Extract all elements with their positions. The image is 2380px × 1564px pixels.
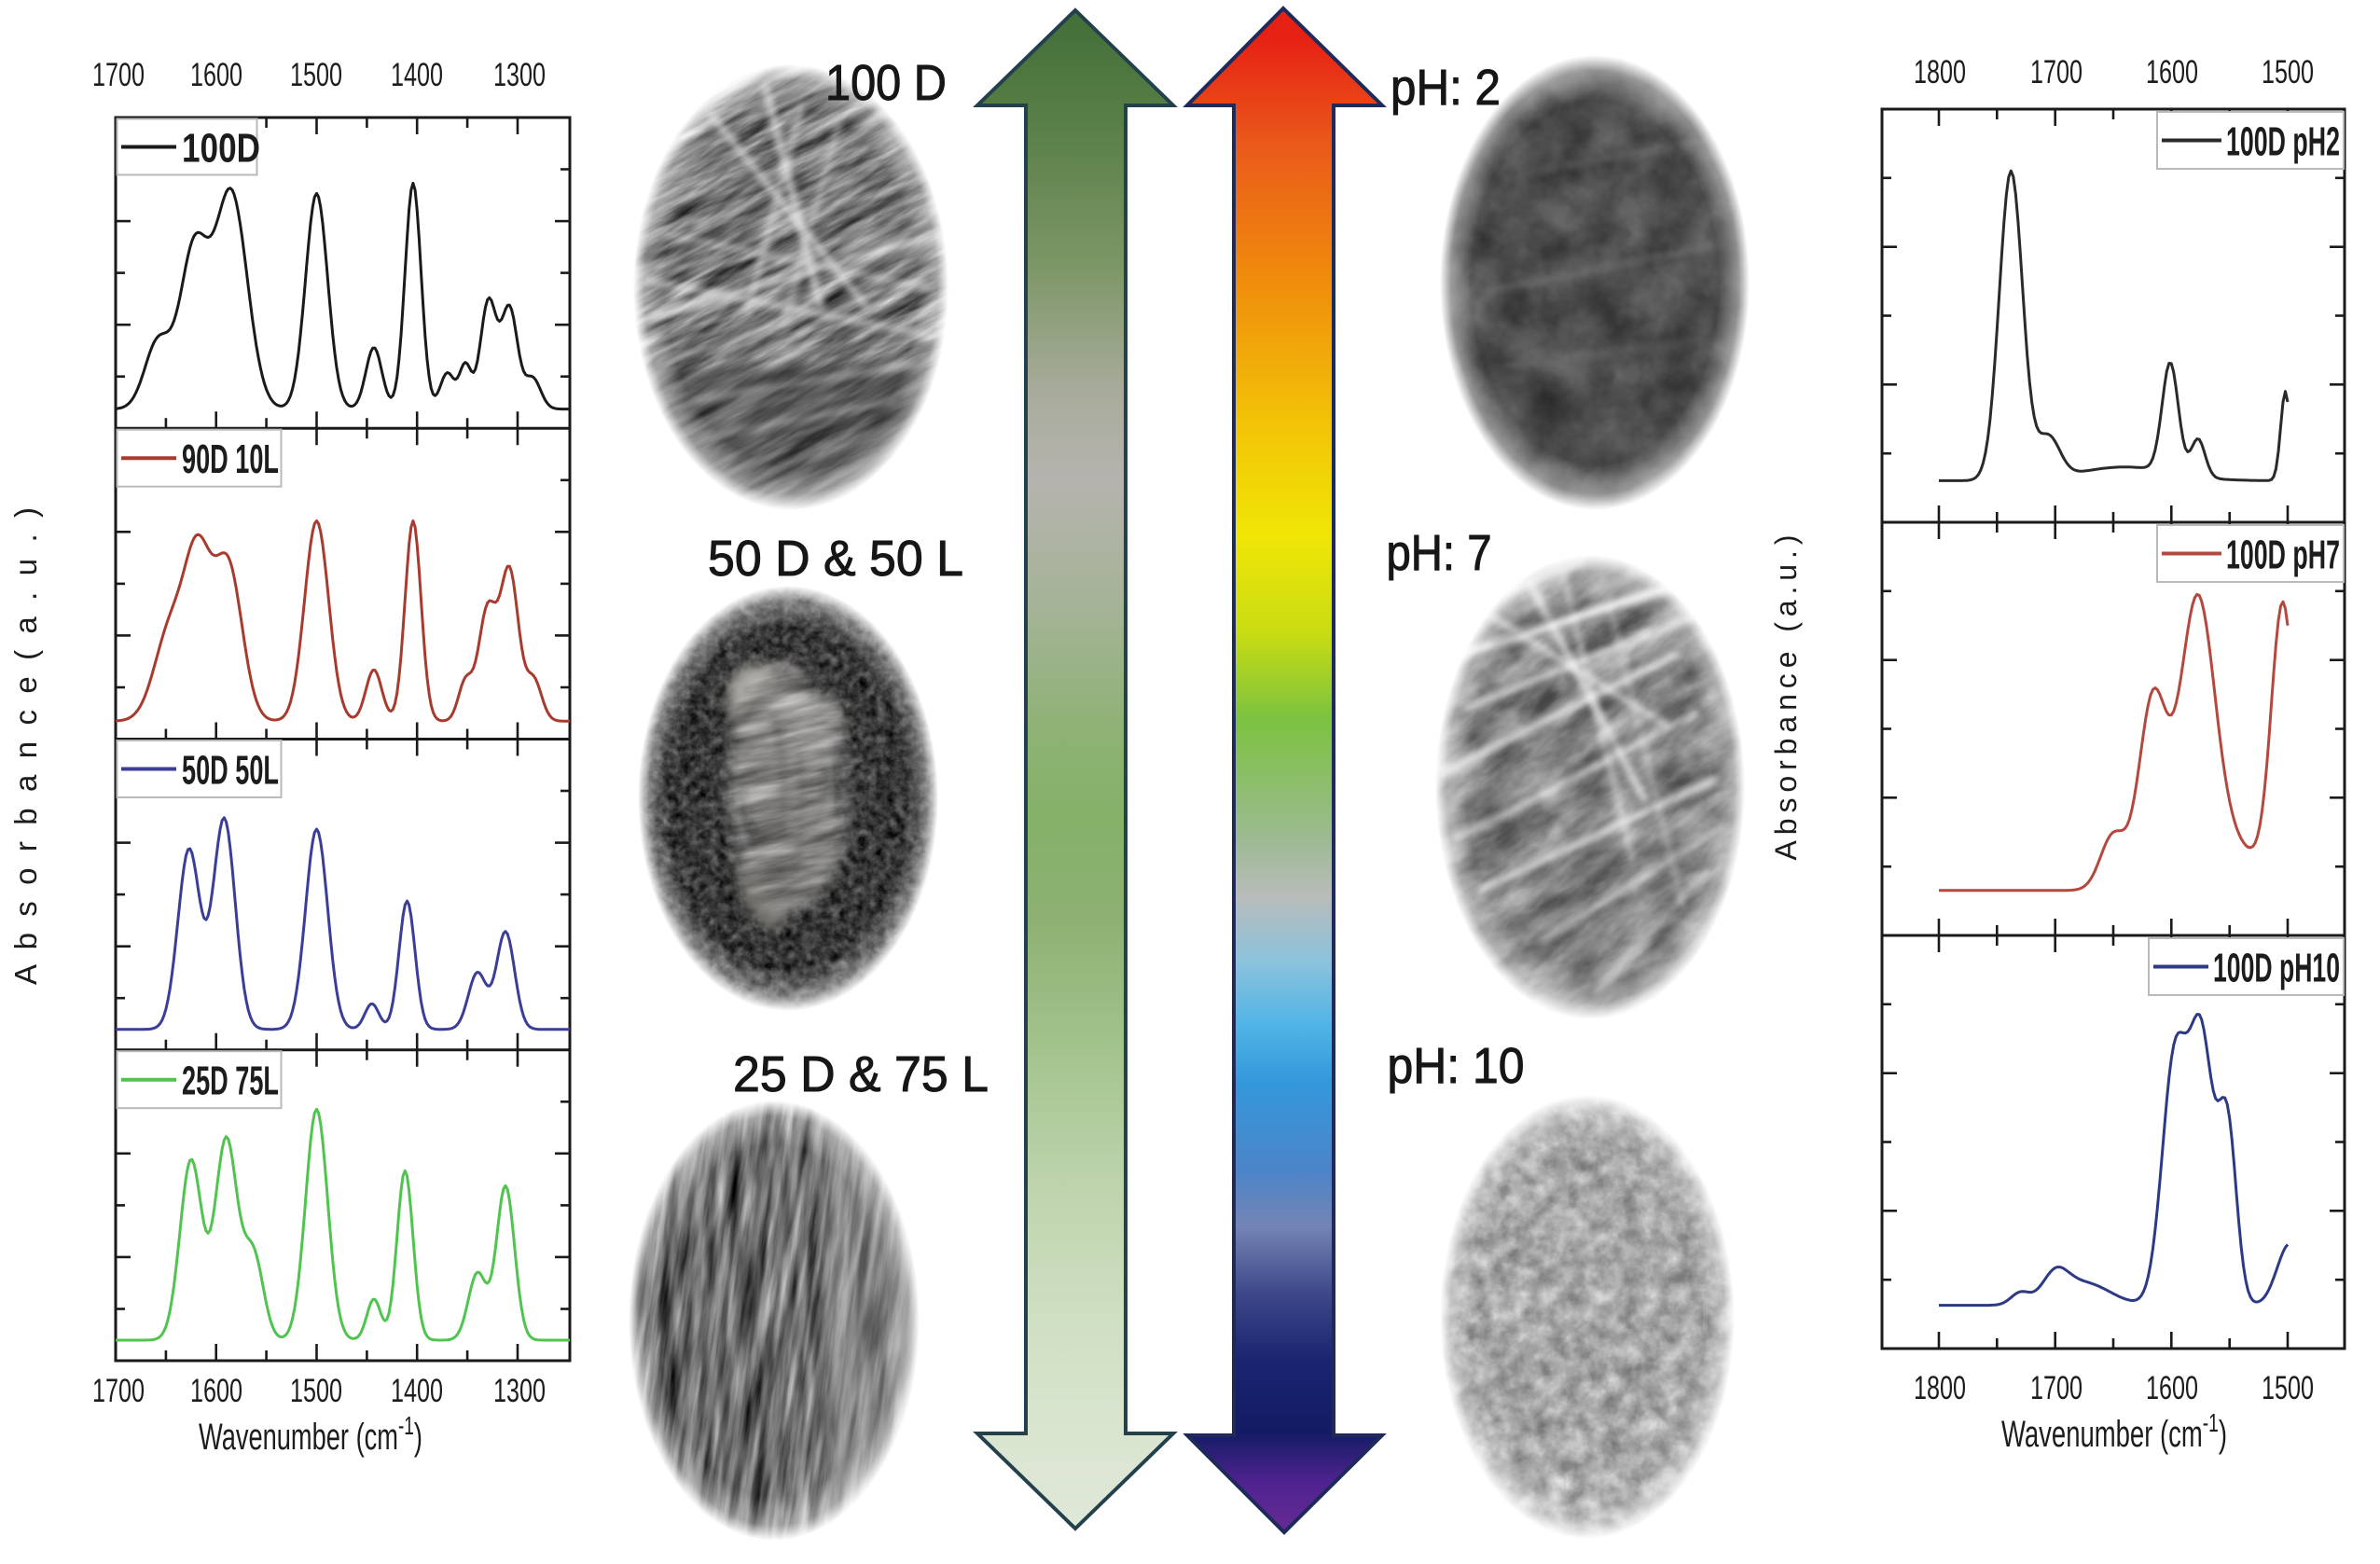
svg-text:pH: 7: pH: 7 <box>1387 525 1492 581</box>
svg-text:1500: 1500 <box>2262 1370 2314 1406</box>
svg-text:Absorbance (a.u.): Absorbance (a.u.) <box>1769 535 1803 861</box>
svg-text:1700: 1700 <box>92 57 145 93</box>
svg-text:1500: 1500 <box>290 57 342 93</box>
svg-text:1300: 1300 <box>493 57 546 93</box>
svg-text:1600: 1600 <box>190 1373 242 1409</box>
svg-text:pH: 2: pH: 2 <box>1391 60 1501 116</box>
svg-text:Wavenumber (cm-1): Wavenumber (cm-1) <box>2001 1408 2227 1455</box>
svg-text:90D 10L: 90D 10L <box>182 436 279 482</box>
svg-text:Wavenumber (cm-1): Wavenumber (cm-1) <box>199 1411 422 1458</box>
svg-text:1500: 1500 <box>290 1373 342 1409</box>
svg-text:1700: 1700 <box>2030 1370 2082 1406</box>
svg-text:1800: 1800 <box>1914 54 1966 90</box>
svg-text:100D pH7: 100D pH7 <box>2226 533 2340 578</box>
svg-text:100D pH10: 100D pH10 <box>2213 946 2340 991</box>
svg-text:50D 50L: 50D 50L <box>182 748 279 794</box>
svg-text:100 D: 100 D <box>825 55 947 111</box>
svg-text:1700: 1700 <box>92 1373 145 1409</box>
svg-text:1600: 1600 <box>2146 1370 2198 1406</box>
svg-text:1800: 1800 <box>1914 1370 1966 1406</box>
svg-text:A b s o r b a n c e ( a . u .: A b s o r b a n c e ( a . u . ) <box>8 507 43 985</box>
svg-text:1400: 1400 <box>391 1373 443 1409</box>
svg-text:1300: 1300 <box>493 1373 546 1409</box>
svg-text:1600: 1600 <box>2146 54 2198 90</box>
svg-text:25D 75L: 25D 75L <box>182 1059 279 1104</box>
svg-text:1400: 1400 <box>391 57 443 93</box>
svg-text:100D: 100D <box>182 126 260 172</box>
svg-text:25 D & 75 L: 25 D & 75 L <box>733 1046 989 1102</box>
svg-text:pH: 10: pH: 10 <box>1388 1038 1525 1094</box>
svg-text:1600: 1600 <box>190 57 242 93</box>
svg-text:50 D & 50 L: 50 D & 50 L <box>708 531 963 587</box>
svg-text:1500: 1500 <box>2262 54 2314 90</box>
svg-text:100D pH2: 100D pH2 <box>2226 119 2340 165</box>
svg-text:1700: 1700 <box>2030 54 2082 90</box>
